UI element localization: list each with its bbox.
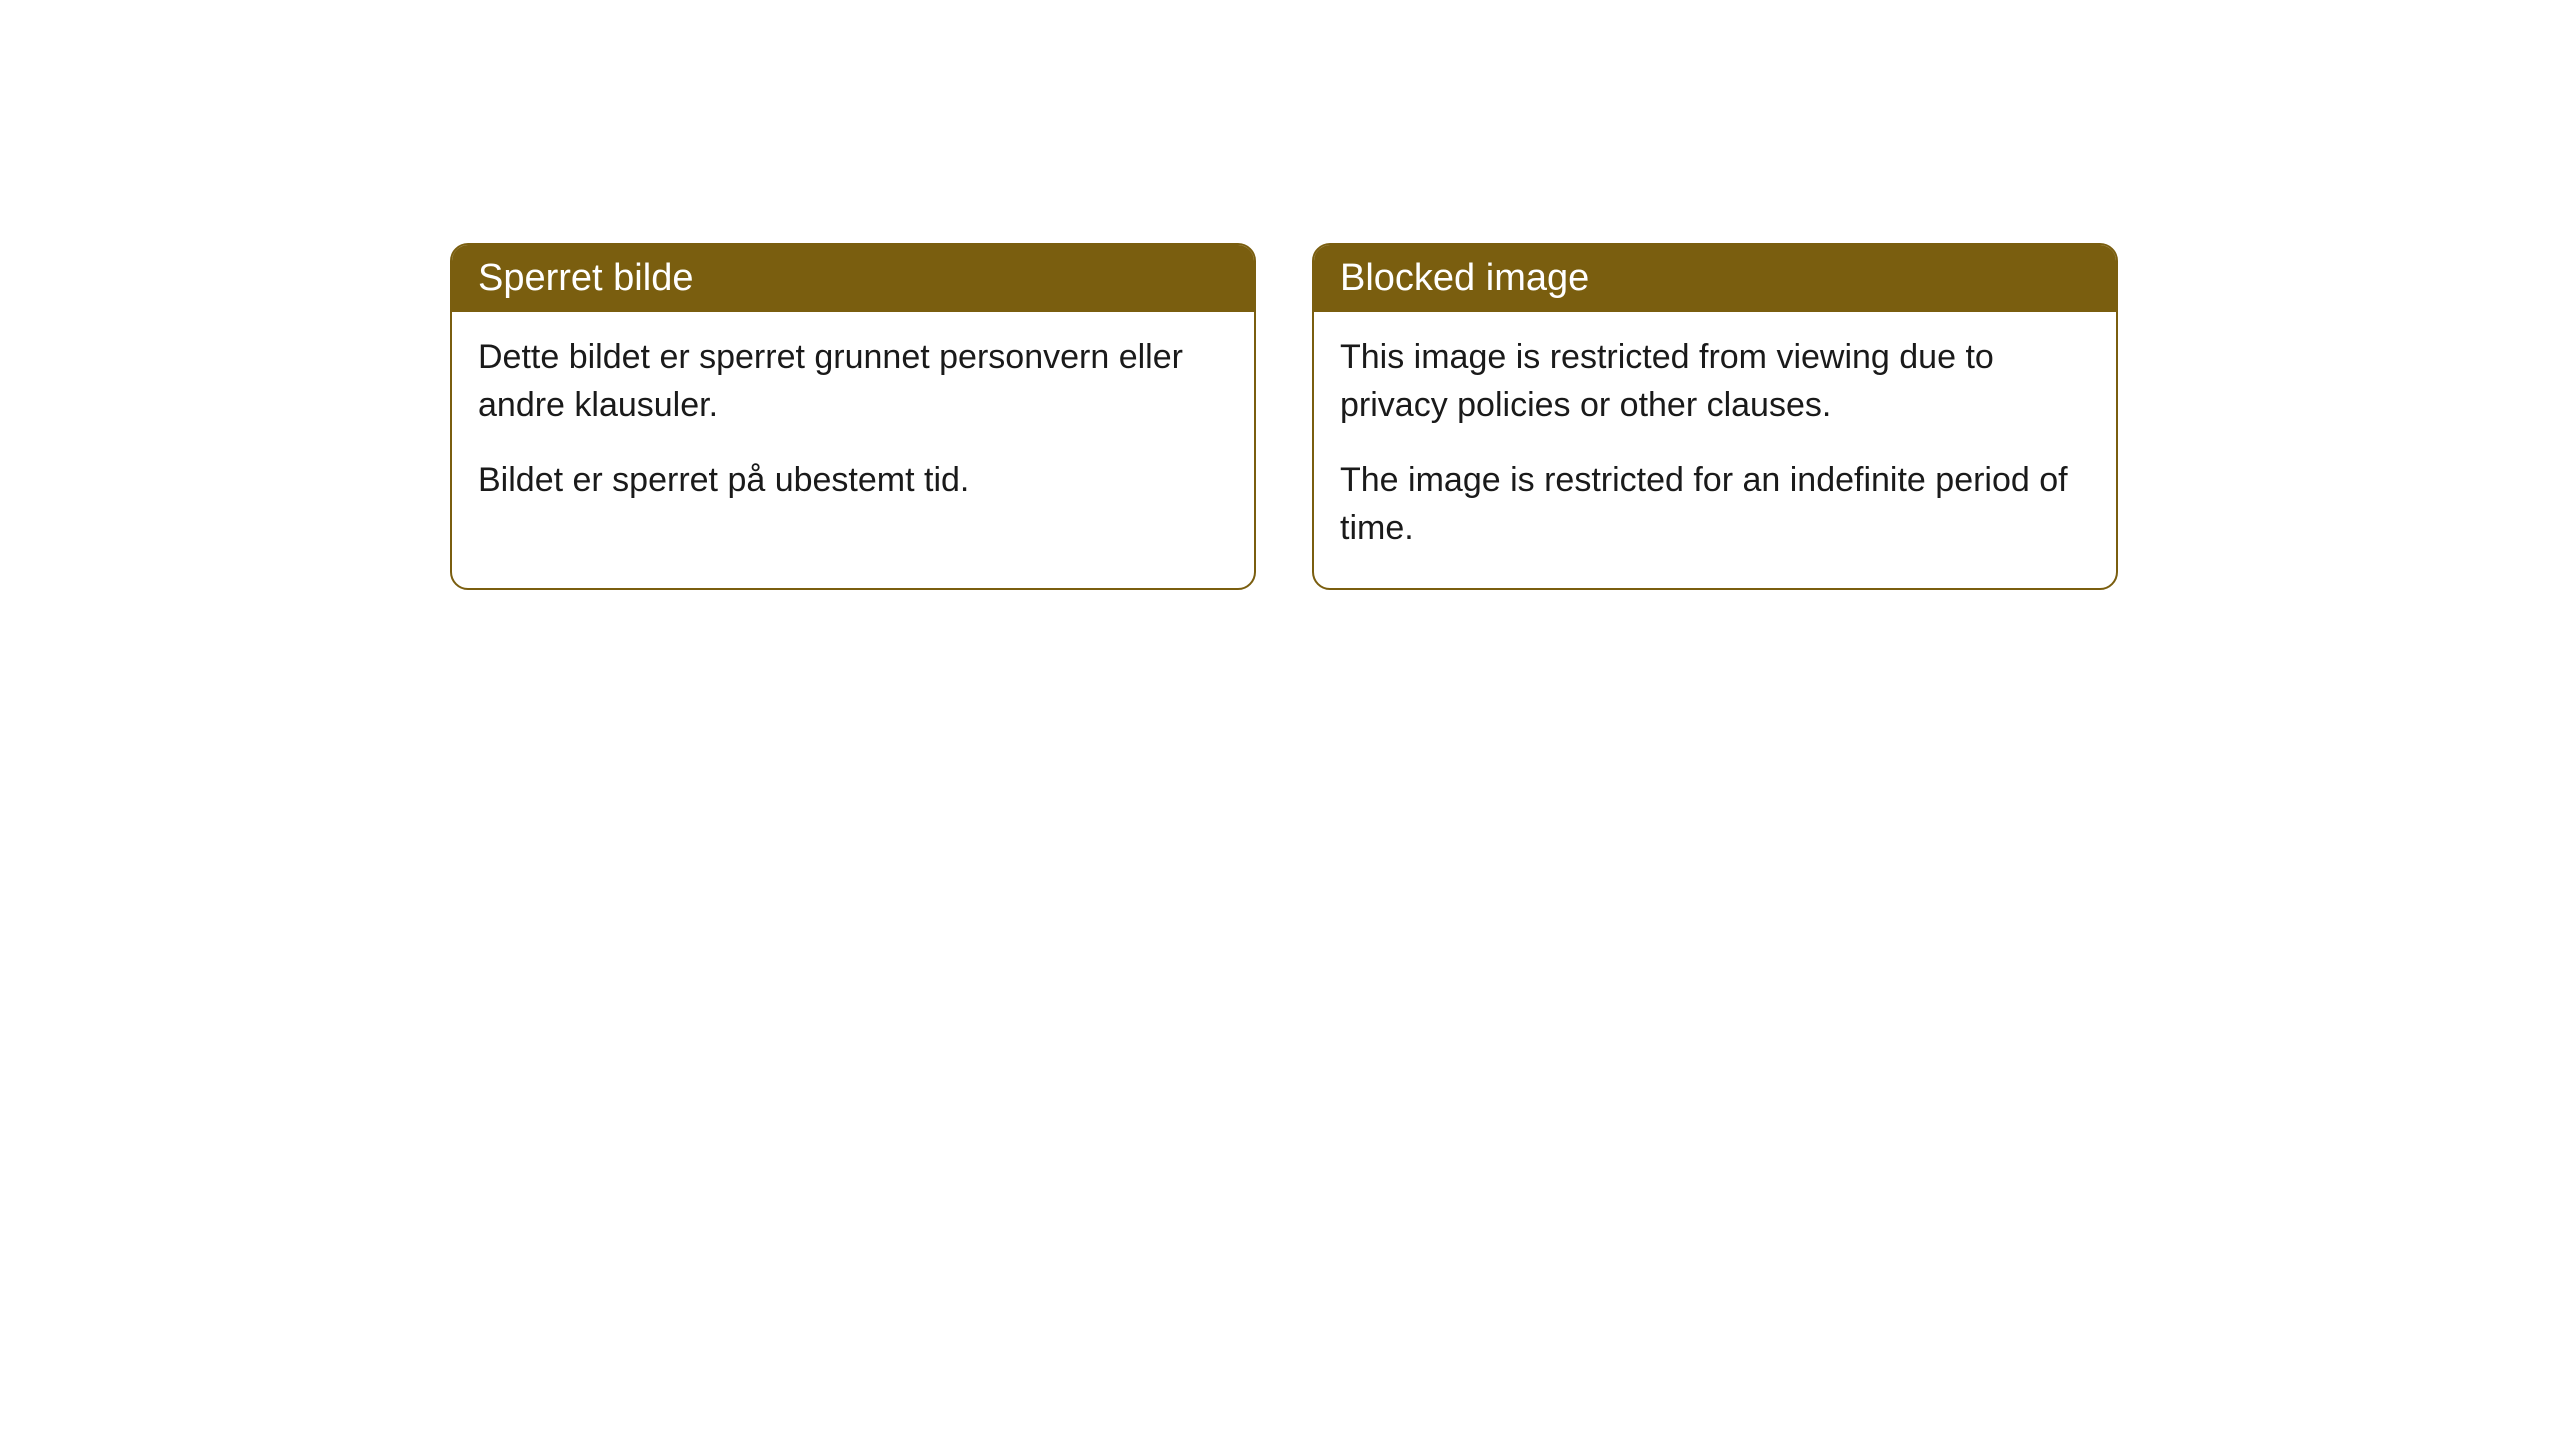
notice-paragraph: The image is restricted for an indefinit… (1340, 457, 2090, 552)
notice-paragraph: This image is restricted from viewing du… (1340, 334, 2090, 429)
notice-box-norwegian: Sperret bilde Dette bildet er sperret gr… (450, 243, 1256, 590)
notice-box-english: Blocked image This image is restricted f… (1312, 243, 2118, 590)
notice-header: Sperret bilde (452, 245, 1254, 312)
notice-header: Blocked image (1314, 245, 2116, 312)
notice-container: Sperret bilde Dette bildet er sperret gr… (450, 243, 2118, 590)
notice-paragraph: Bildet er sperret på ubestemt tid. (478, 457, 1228, 505)
notice-body: Dette bildet er sperret grunnet personve… (452, 312, 1254, 541)
notice-title: Sperret bilde (478, 257, 693, 299)
notice-title: Blocked image (1340, 257, 1589, 299)
notice-body: This image is restricted from viewing du… (1314, 312, 2116, 588)
notice-paragraph: Dette bildet er sperret grunnet personve… (478, 334, 1228, 429)
